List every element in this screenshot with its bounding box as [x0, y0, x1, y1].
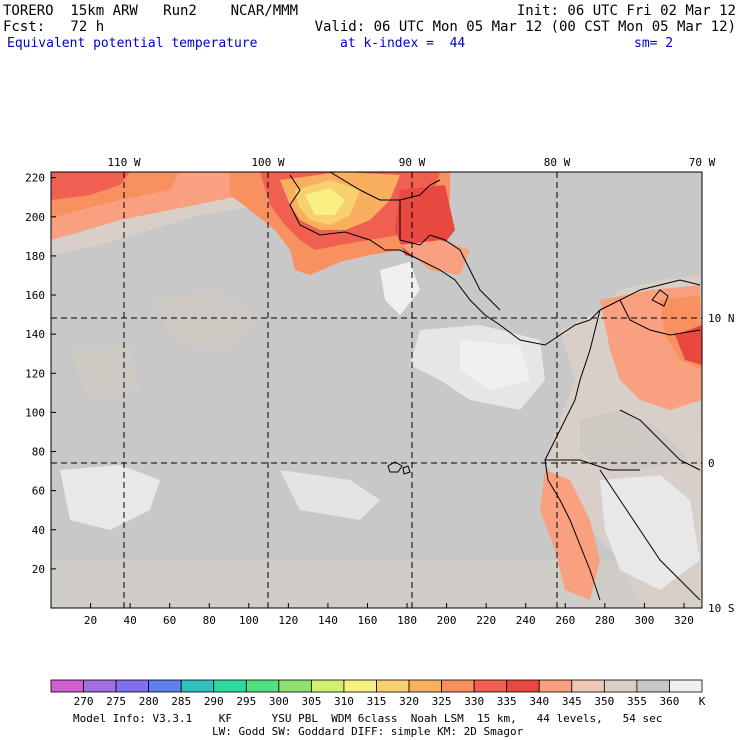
- x-tick-label: 240: [516, 614, 536, 627]
- longitude-label: 80 W: [544, 156, 571, 169]
- x-tick-label: 260: [555, 614, 575, 627]
- x-tick-label: 80: [203, 614, 216, 627]
- colorbar-unit: K: [699, 695, 706, 708]
- smoothing-label: sm= 2: [634, 36, 674, 51]
- y-tick-label: 180: [25, 250, 45, 263]
- colorbar-swatch: [506, 679, 540, 693]
- lat-lon-grid: [51, 172, 702, 608]
- colorbar-label: 330: [464, 695, 484, 708]
- colorbar-swatch: [538, 679, 573, 693]
- colorbar-label: 300: [269, 695, 289, 708]
- x-tick-label: 180: [397, 614, 417, 627]
- colorbar-swatch: [441, 679, 475, 693]
- colorbar-swatch: [473, 679, 508, 693]
- longitude-label: 90 W: [399, 156, 426, 169]
- colorbar-label: 275: [106, 695, 126, 708]
- field-name-label: Equivalent potential temperature: [7, 36, 258, 51]
- plot-frame: [50, 171, 703, 609]
- colorbar-swatch: [83, 679, 117, 693]
- coastline: [289, 172, 701, 601]
- colorbar-swatch: [115, 679, 150, 693]
- colorbar-label: 340: [529, 695, 549, 708]
- y-tick-label: 20: [32, 563, 45, 576]
- level-label: at k-index = 44: [340, 36, 466, 51]
- x-tick-label: 120: [278, 614, 298, 627]
- y-tick-label: 140: [25, 328, 45, 341]
- colorbar-label: 310: [334, 695, 354, 708]
- x-tick-label: 160: [358, 614, 378, 627]
- colorbar-swatch: [245, 679, 280, 693]
- colorbar-swatch: [571, 679, 605, 693]
- colorbar-label: 355: [627, 695, 647, 708]
- colorbar-swatch: [343, 679, 377, 693]
- x-tick-label: 300: [634, 614, 654, 627]
- x-tick-label: 280: [595, 614, 615, 627]
- colorbar-swatch: [50, 679, 84, 693]
- model-run-label: TORERO 15km ARW Run2 NCAR/MMM: [3, 3, 299, 19]
- x-tick-label: 220: [476, 614, 496, 627]
- colorbar-label: 295: [236, 695, 256, 708]
- colorbar-label: 350: [594, 695, 614, 708]
- longitude-label: 100 W: [251, 156, 284, 169]
- model-info-line1: Model Info: V3.3.1 KF YSU PBL WDM 6class…: [73, 712, 663, 725]
- forecast-hour-label: Fcst: 72 h: [3, 19, 105, 35]
- colorbar-swatch: [669, 679, 703, 693]
- colorbar-swatch: [408, 679, 442, 693]
- colorbar-label: 320: [399, 695, 419, 708]
- colorbar-swatch: [636, 679, 670, 693]
- x-tick-label: 100: [239, 614, 259, 627]
- y-tick-label: 40: [32, 524, 45, 537]
- colorbar-label: 345: [562, 695, 582, 708]
- colorbar-label: 270: [74, 695, 94, 708]
- init-time-label: Init: 06 UTC Fri 02 Mar 12: [516, 3, 736, 19]
- colorbar-label: 335: [497, 695, 517, 708]
- field-shading: [51, 172, 702, 608]
- longitude-label: 110 W: [107, 156, 140, 169]
- y-tick-label: 200: [25, 211, 45, 224]
- colorbar-swatch: [603, 679, 638, 693]
- colorbar-label: 325: [432, 695, 452, 708]
- colorbar-swatch: [310, 679, 345, 693]
- x-tick-label: 40: [123, 614, 136, 627]
- x-tick-label: 60: [163, 614, 176, 627]
- model-info-line2: LW: Godd SW: Goddard DIFF: simple KM: 2D…: [212, 725, 524, 738]
- colorbar-label: 305: [301, 695, 321, 708]
- colorbar-swatch: [180, 679, 215, 693]
- longitude-label: 70 W: [689, 156, 716, 169]
- colorbar-label: 315: [367, 695, 387, 708]
- valid-time-label: Valid: 06 UTC Mon 05 Mar 12 (00 CST Mon …: [314, 19, 736, 35]
- colorbar-swatch: [148, 679, 182, 693]
- x-tick-label: 140: [318, 614, 338, 627]
- colorbar-label: 360: [660, 695, 680, 708]
- latitude-label: 0: [708, 457, 715, 470]
- colorbar-label: 285: [171, 695, 191, 708]
- colorbar-swatch: [213, 679, 247, 693]
- y-tick-label: 120: [25, 367, 45, 380]
- colorbar-swatch: [278, 679, 312, 693]
- x-tick-label: 320: [674, 614, 694, 627]
- latitude-label: 10 S: [708, 602, 735, 615]
- y-tick-label: 160: [25, 289, 45, 302]
- colorbar-label: 280: [139, 695, 159, 708]
- y-tick-label: 80: [32, 446, 45, 459]
- colorbar-swatch: [376, 679, 410, 693]
- y-tick-label: 60: [32, 485, 45, 498]
- y-tick-label: 220: [25, 172, 45, 185]
- x-tick-label: 200: [437, 614, 457, 627]
- x-tick-label: 20: [84, 614, 97, 627]
- y-tick-label: 100: [25, 406, 45, 419]
- colorbar-label: 290: [204, 695, 224, 708]
- latitude-label: 10 N: [708, 312, 735, 325]
